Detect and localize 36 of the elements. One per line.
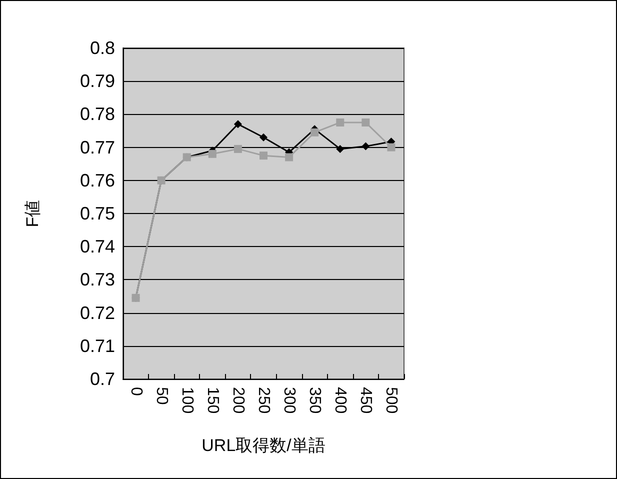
- y-tick-label: 0.71: [80, 336, 115, 356]
- point: [234, 120, 242, 128]
- point: [362, 118, 370, 126]
- point: [310, 128, 319, 136]
- y-tick-label: 0.75: [80, 204, 115, 224]
- x-tick-label: 50: [152, 387, 170, 405]
- x-tick-label: 100: [178, 387, 196, 414]
- x-tick-label: 0: [127, 387, 144, 396]
- x-tick-label: 200: [229, 387, 246, 414]
- y-tick-label: 0.78: [80, 104, 115, 124]
- point: [285, 153, 294, 162]
- x-tick-label: 500: [382, 387, 400, 414]
- point: [234, 144, 242, 153]
- y-tick-label: 0.76: [80, 170, 115, 190]
- point: [362, 142, 370, 150]
- y-tick-label: 0.79: [80, 71, 115, 92]
- point: [336, 144, 344, 153]
- point: [336, 118, 344, 126]
- x-tick-label: 450: [357, 387, 374, 414]
- y-tick-label: 0.73: [80, 270, 115, 290]
- y-tick-label: 0.7: [90, 369, 115, 389]
- x-tick-label: 250: [255, 387, 272, 414]
- point: [208, 150, 216, 158]
- x-tick-label: 300: [280, 387, 298, 414]
- y-tick-label: 0.77: [80, 137, 115, 158]
- x-axis-title: URL取得数/単語: [202, 436, 326, 455]
- point: [387, 143, 396, 152]
- y-tick-label: 0.8: [90, 38, 115, 58]
- y-tick-label: 0.72: [80, 302, 115, 323]
- y-axis-title: F値: [23, 200, 42, 228]
- x-tick-label: 400: [332, 387, 349, 414]
- point: [260, 133, 268, 142]
- x-tick-label: 350: [306, 387, 324, 414]
- x-tick-label: 150: [204, 387, 221, 414]
- point: [260, 152, 268, 160]
- y-tick-label: 0.74: [80, 236, 115, 257]
